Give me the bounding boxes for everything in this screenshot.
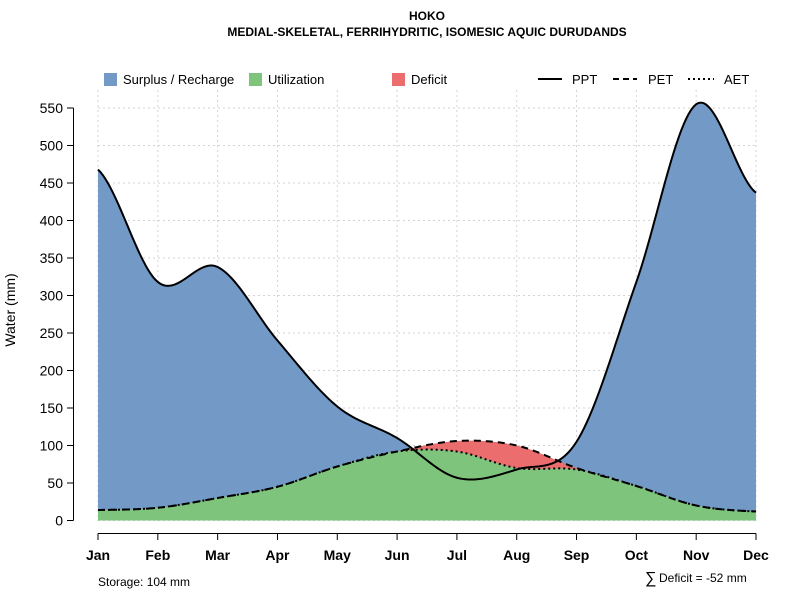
y-tick-label: 400 (40, 213, 64, 229)
legend-label-pet: PET (648, 72, 673, 87)
x-tick-label: Jan (86, 547, 110, 563)
plot-area: 0 50 100 150 200 250 300 350 400 450 500 550 Jan Feb M… (40, 90, 769, 563)
y-tick-label: 500 (40, 138, 64, 154)
y-tick-label: 50 (47, 475, 63, 491)
x-tick-label: Sep (564, 547, 590, 563)
legend-label-utilization: Utilization (268, 72, 324, 87)
legend-label-surplus: Surplus / Recharge (123, 72, 234, 87)
x-tick-label: Oct (625, 547, 649, 563)
aet-line (97, 448, 757, 513)
x-tick-label: Aug (503, 547, 530, 563)
x-tick-label: Nov (683, 547, 710, 563)
y-tick-label: 250 (40, 325, 64, 341)
deficit-sigma-icon: ∑ (645, 570, 656, 587)
x-tick-label: Jul (447, 547, 467, 563)
utilization-area (98, 449, 756, 521)
legend-swatch-utilization (249, 73, 262, 86)
y-tick-label: 150 (40, 400, 64, 416)
legend-swatch-deficit (392, 73, 405, 86)
x-tick-label: Apr (265, 547, 290, 563)
y-tick-label: 450 (40, 175, 64, 191)
legend-label-aet: AET (724, 72, 749, 87)
y-tick-label: 550 (40, 100, 64, 116)
y-tick-label: 200 (40, 363, 64, 379)
x-tick-label: Feb (145, 547, 170, 563)
x-tick-label: Jun (385, 547, 410, 563)
legend-label-ppt: PPT (572, 72, 597, 87)
chart-title: HOKO (409, 9, 445, 23)
legend-swatch-surplus (104, 73, 117, 86)
legend-label-deficit: Deficit (411, 72, 448, 87)
y-tick-label: 350 (40, 250, 64, 266)
y-tick-label: 100 (40, 438, 64, 454)
y-axis-title: Water (mm) (2, 273, 18, 346)
x-tick-label: Dec (743, 547, 769, 563)
surplus-recharge-area (98, 102, 756, 521)
x-tick-label: Mar (205, 547, 230, 563)
y-tick-label: 300 (40, 288, 64, 304)
chart-subtitle: MEDIAL-SKELETAL, FERRIHYDRITIC, ISOMESIC… (227, 25, 626, 39)
y-tick-label: 0 (55, 513, 63, 529)
legend: Surplus / Recharge Utilization Deficit P… (104, 72, 749, 87)
storage-annotation: Storage: 104 mm (98, 575, 190, 589)
deficit-annotation: Deficit = -52 mm (659, 571, 747, 585)
ppt-line (97, 101, 757, 481)
x-tick-label: May (324, 547, 351, 563)
